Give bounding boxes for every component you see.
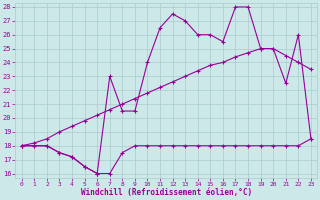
X-axis label: Windchill (Refroidissement éolien,°C): Windchill (Refroidissement éolien,°C) <box>81 188 252 197</box>
